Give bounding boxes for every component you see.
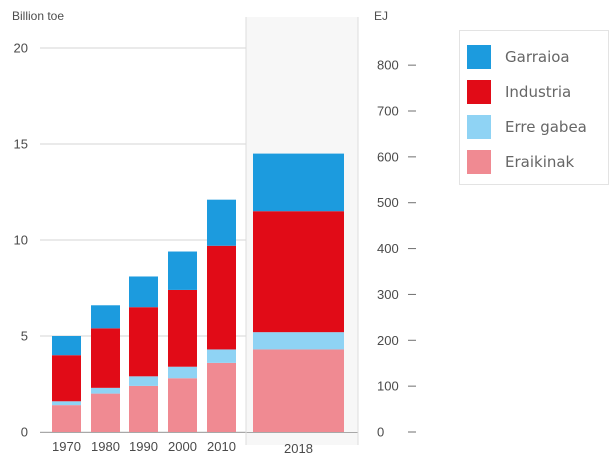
- bar-1990-eraikinak: [129, 385, 158, 432]
- left-tick-label: 0: [21, 425, 28, 440]
- bar-2018-industria: [253, 211, 344, 333]
- bar-1970-garraioa: [52, 336, 81, 356]
- left-tick-label: 10: [14, 233, 28, 248]
- bar-2000-industria: [168, 289, 197, 367]
- bar-2018-eraikinak: [253, 349, 344, 432]
- legend-item-erre-gabea: Erre gabea: [467, 115, 607, 139]
- category-label-2010: 2010: [207, 439, 236, 454]
- bar-stacks: [52, 153, 344, 432]
- bar-1990-industria: [129, 307, 158, 377]
- bar-1980-erre-gabea: [91, 387, 120, 394]
- left-tick-label: 15: [14, 137, 28, 152]
- right-axis-ticks: 0 100 200 300 400 500 600 700 800: [377, 58, 416, 440]
- category-label-1990: 1990: [129, 439, 158, 454]
- bar-1980-eraikinak: [91, 393, 120, 432]
- bar-1970-eraikinak: [52, 405, 81, 432]
- bar-2000-erre-gabea: [168, 366, 197, 379]
- bar-2018-garraioa: [253, 153, 344, 212]
- bar-2000-eraikinak: [168, 378, 197, 432]
- right-tick-label: 100: [377, 379, 399, 394]
- right-tick-label: 600: [377, 149, 399, 164]
- right-tick-label: 400: [377, 241, 399, 256]
- legend-label-eraikinak: Eraikinak: [505, 153, 575, 171]
- bar-1990-erre-gabea: [129, 376, 158, 386]
- category-labels: 1970 1980 1990 2000 2010 2018: [52, 439, 313, 456]
- right-tick-label: 800: [377, 58, 399, 73]
- bar-1980-garraioa: [91, 305, 120, 329]
- legend-swatch-erre-gabea: [467, 115, 491, 139]
- legend-item-industria: Industria: [467, 80, 607, 104]
- category-label-2000: 2000: [168, 439, 197, 454]
- bar-1980-industria: [91, 328, 120, 388]
- right-tick-label: 500: [377, 195, 399, 210]
- right-tick-label: 200: [377, 333, 399, 348]
- legend-swatch-garraioa: [467, 45, 491, 69]
- chart-legend: Garraioa Industria Erre gabea Eraikinak: [459, 30, 609, 185]
- legend-swatch-industria: [467, 80, 491, 104]
- bar-2010-garraioa: [207, 199, 236, 246]
- bar-1970-erre-gabea: [52, 401, 81, 406]
- category-label-1980: 1980: [91, 439, 120, 454]
- bar-2010-industria: [207, 245, 236, 350]
- bar-1970-industria: [52, 355, 81, 402]
- left-tick-label: 5: [21, 329, 28, 344]
- legend-swatch-eraikinak: [467, 150, 491, 174]
- bar-2010-erre-gabea: [207, 349, 236, 363]
- category-label-1970: 1970: [52, 439, 81, 454]
- left-tick-label: 20: [14, 41, 28, 56]
- right-tick-label: 700: [377, 104, 399, 119]
- bar-1990-garraioa: [129, 276, 158, 308]
- bar-2018-erre-gabea: [253, 332, 344, 350]
- left-axis-ticks: 0 5 10 15 20: [14, 41, 28, 440]
- legend-label-industria: Industria: [505, 83, 572, 101]
- legend-item-eraikinak: Eraikinak: [467, 150, 607, 174]
- bar-2000-garraioa: [168, 251, 197, 290]
- bar-2010-eraikinak: [207, 362, 236, 432]
- right-tick-label: 300: [377, 287, 399, 302]
- right-tick-label: 0: [377, 425, 384, 440]
- category-label-2018: 2018: [284, 441, 313, 456]
- right-axis-unit-label: EJ: [374, 9, 389, 23]
- left-axis-unit-label: Billion toe: [12, 9, 65, 23]
- legend-label-erre-gabea: Erre gabea: [505, 118, 587, 136]
- legend-item-garraioa: Garraioa: [467, 45, 607, 69]
- legend-label-garraioa: Garraioa: [505, 48, 570, 66]
